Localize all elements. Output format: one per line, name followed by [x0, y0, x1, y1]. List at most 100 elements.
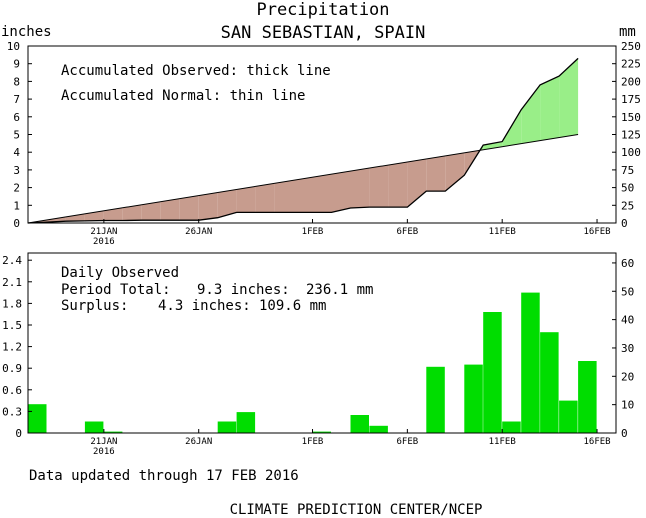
- data-updated-note: Data updated through 17 FEB 2016: [29, 468, 299, 484]
- accumulated-panel: inches mm Accumulated Observed: thick li…: [1, 24, 641, 247]
- daily-right-ticks: 0 10 20 30 40 50 60: [612, 257, 634, 440]
- accumulated-area-layer: [27, 57, 579, 224]
- accumulated-area-segment: [369, 165, 389, 208]
- accumulated-area-segment: [160, 198, 180, 221]
- daily-bar: [521, 292, 540, 433]
- y-right-tick-label: 0: [621, 217, 628, 230]
- y-right-tick-label: 150: [621, 111, 641, 124]
- y-tick-label: 0: [13, 217, 20, 230]
- accumulated-area-segment: [521, 84, 541, 144]
- daily-bar: [578, 361, 597, 433]
- y-tick-label: 1.2: [2, 341, 22, 354]
- daily-bar: [369, 425, 388, 433]
- period-total-label: Period Total:: [61, 282, 171, 298]
- accumulated-observed-line: [27, 57, 579, 224]
- y-tick-label: 2: [13, 182, 20, 195]
- accumulated-area-segment: [217, 189, 237, 218]
- daily-bar: [350, 415, 369, 433]
- accumulated-area-segment: [540, 76, 560, 141]
- x-tick-year-label: 2016: [93, 237, 115, 247]
- x-tick-label: 16FEB: [583, 227, 610, 237]
- y-tick-label: 9: [13, 58, 20, 71]
- y-tick-label: 4: [13, 146, 20, 159]
- accumulated-right-ticks: 0 25 50 75 100 125 150 175 200 225 250: [612, 40, 641, 230]
- left-axis-unit-label: inches: [1, 24, 52, 40]
- daily-bar: [502, 421, 521, 433]
- accumulated-area-segment: [122, 204, 142, 221]
- daily-bar: [28, 404, 47, 433]
- annotation-normal: Accumulated Normal: thin line: [61, 88, 305, 104]
- daily-bar: [540, 332, 559, 433]
- accumulated-area-segment: [65, 213, 85, 222]
- x-tick-label: 26JAN: [185, 227, 212, 237]
- y-tick-label: 0: [15, 427, 22, 440]
- accumulated-area-segment: [350, 168, 370, 208]
- accumulated-area-segment: [445, 152, 465, 192]
- daily-bar: [103, 431, 123, 433]
- daily-bar: [217, 421, 237, 433]
- surplus-label: Surplus:: [61, 298, 128, 314]
- y-right-tick-label: 50: [621, 285, 634, 298]
- accumulated-area-segment: [331, 171, 351, 213]
- y-tick-label: 2.4: [2, 254, 22, 267]
- y-tick-label: 3: [13, 164, 20, 177]
- x-tick-label: 11FEB: [489, 437, 516, 447]
- y-tick-label: 0.6: [2, 384, 22, 397]
- x-tick-year-label: 2016: [93, 447, 115, 457]
- y-right-tick-label: 125: [621, 129, 641, 142]
- daily-bar: [559, 400, 578, 433]
- x-tick-label: 11FEB: [489, 227, 516, 237]
- x-tick-label: 6FEB: [397, 227, 419, 237]
- y-tick-label: 1.5: [2, 319, 22, 332]
- y-tick-label: 10: [7, 40, 20, 53]
- daily-left-ticks: 0 0.3 0.6 0.9 1.2 1.5 1.8 2.1 2.4: [2, 254, 32, 440]
- x-tick-label: 1FEB: [302, 437, 324, 447]
- daily-title: Daily Observed: [61, 265, 179, 281]
- y-tick-label: 1: [13, 199, 20, 212]
- y-right-tick-label: 60: [621, 257, 634, 270]
- surplus-inches: 4.3 inches:: [158, 298, 251, 314]
- y-tick-label: 2.1: [2, 276, 22, 289]
- accumulated-area-segment: [312, 174, 332, 213]
- x-tick-label: 16FEB: [583, 437, 610, 447]
- accumulated-area-segment: [103, 207, 123, 221]
- daily-bar: [312, 431, 331, 433]
- accumulated-area-segment: [179, 195, 199, 221]
- chart-subtitle: SAN SEBASTIAN, SPAIN: [221, 23, 426, 43]
- x-tick-label: 1FEB: [302, 227, 324, 237]
- y-right-tick-label: 0: [621, 427, 628, 440]
- y-right-tick-label: 75: [621, 164, 634, 177]
- accumulated-area-segment: [388, 162, 408, 208]
- accumulated-area-segment: [483, 141, 503, 150]
- accumulated-area-segment: [502, 109, 522, 147]
- daily-bar-layer: [28, 292, 597, 433]
- accumulated-area-segment: [559, 58, 579, 138]
- accumulated-normal-line: [27, 134, 579, 224]
- y-right-tick-label: 200: [621, 75, 641, 88]
- y-tick-label: 5: [13, 129, 20, 142]
- y-tick-label: 8: [13, 75, 20, 88]
- y-right-tick-label: 250: [621, 40, 641, 53]
- y-tick-label: 0.9: [2, 362, 22, 375]
- y-right-tick-label: 40: [621, 314, 634, 327]
- daily-bar: [84, 421, 104, 433]
- accumulated-area-segment: [141, 201, 161, 221]
- y-right-tick-label: 225: [621, 58, 641, 71]
- surplus-mm: 109.6 mm: [259, 298, 326, 314]
- period-total-mm: 236.1 mm: [306, 282, 373, 298]
- y-right-tick-label: 20: [621, 370, 634, 383]
- y-right-tick-label: 50: [621, 182, 634, 195]
- daily-bar: [464, 364, 483, 433]
- accumulated-left-ticks: 0 1 2 3 4 5 6 7 8 9 10: [7, 40, 32, 230]
- accumulated-area-segment: [255, 183, 275, 213]
- right-axis-unit-label: mm: [619, 24, 636, 40]
- credit-line: CLIMATE PREDICTION CENTER/NCEP: [230, 502, 483, 518]
- accumulated-area-segment: [236, 186, 256, 213]
- daily-panel: Daily Observed Period Total: 9.3 inches:…: [2, 252, 634, 457]
- y-right-tick-label: 30: [621, 342, 634, 355]
- accumulated-area-segment: [198, 192, 218, 221]
- annotation-observed: Accumulated Observed: thick line: [61, 63, 331, 79]
